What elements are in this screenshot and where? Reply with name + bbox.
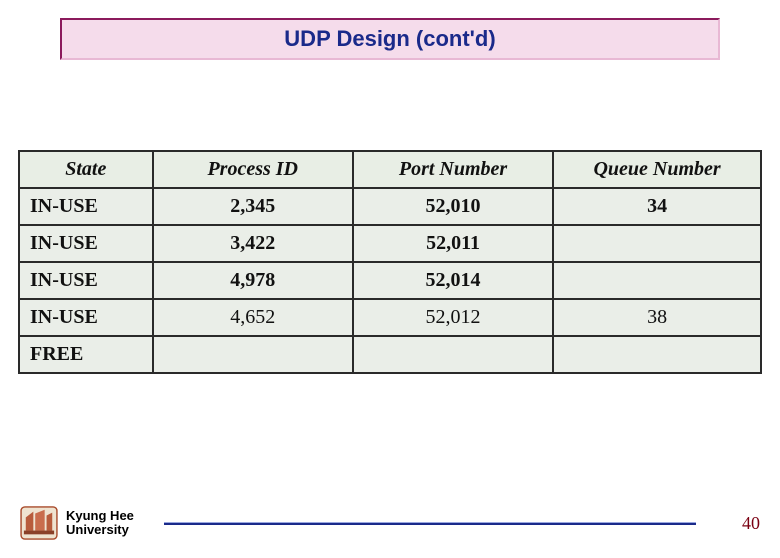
- cell-queue: 38: [553, 299, 761, 336]
- cell-pid: 2,345: [153, 188, 353, 225]
- cell-pid: 3,422: [153, 225, 353, 262]
- table-row: IN-USE 4,652 52,012 38: [19, 299, 761, 336]
- cell-state: IN-USE: [19, 188, 153, 225]
- col-state: State: [19, 151, 153, 188]
- cell-port: 52,012: [353, 299, 553, 336]
- col-queue: Queue Number: [553, 151, 761, 188]
- cell-state: IN-USE: [19, 299, 153, 336]
- cell-pid: 4,652: [153, 299, 353, 336]
- cell-queue: [553, 262, 761, 299]
- col-port: Port Number: [353, 151, 553, 188]
- university-logo-icon: [20, 506, 58, 540]
- table-row: IN-USE 2,345 52,010 34: [19, 188, 761, 225]
- cell-port: [353, 336, 553, 373]
- cell-queue: 34: [553, 188, 761, 225]
- udp-control-table: State Process ID Port Number Queue Numbe…: [18, 150, 762, 374]
- university-line1: Kyung Hee: [66, 509, 134, 523]
- table-header-row: State Process ID Port Number Queue Numbe…: [19, 151, 761, 188]
- cell-pid: 4,978: [153, 262, 353, 299]
- cell-state: IN-USE: [19, 262, 153, 299]
- slide-title: UDP Design (cont'd): [284, 26, 495, 51]
- table-body: IN-USE 2,345 52,010 34 IN-USE 3,422 52,0…: [19, 188, 761, 373]
- footer-divider: [164, 522, 696, 525]
- table-row: FREE: [19, 336, 761, 373]
- cell-queue: [553, 336, 761, 373]
- cell-state: IN-USE: [19, 225, 153, 262]
- cell-port: 52,011: [353, 225, 553, 262]
- cell-port: 52,014: [353, 262, 553, 299]
- cell-state: FREE: [19, 336, 153, 373]
- university-line2: University: [66, 523, 134, 537]
- cell-pid: [153, 336, 353, 373]
- page-number: 40: [736, 513, 760, 534]
- cell-port: 52,010: [353, 188, 553, 225]
- cell-queue: [553, 225, 761, 262]
- table-row: IN-USE 4,978 52,014: [19, 262, 761, 299]
- table-row: IN-USE 3,422 52,011: [19, 225, 761, 262]
- slide-title-bar: UDP Design (cont'd): [60, 18, 720, 60]
- col-pid: Process ID: [153, 151, 353, 188]
- udp-control-table-wrap: State Process ID Port Number Queue Numbe…: [18, 150, 762, 374]
- university-name: Kyung Hee University: [66, 509, 134, 538]
- slide-footer: Kyung Hee University 40: [20, 506, 760, 540]
